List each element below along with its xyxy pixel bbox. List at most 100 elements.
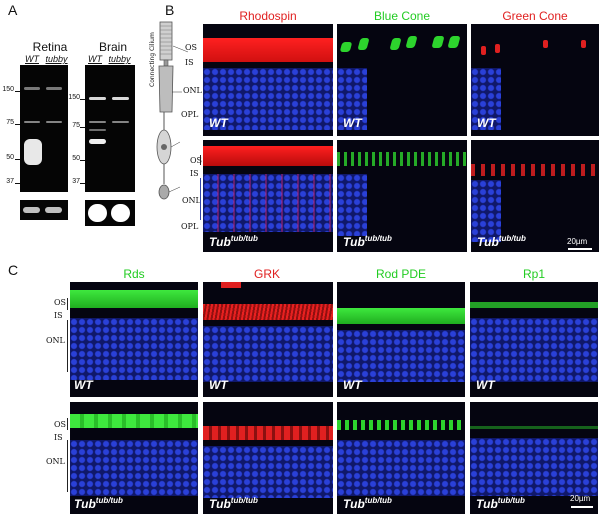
- c-rds-tub-image: Tubtub/tub: [70, 402, 198, 514]
- brain-marker-150: 150: [68, 94, 80, 101]
- retina-lanes: WT tubby: [25, 54, 75, 64]
- panel-a-letter: A: [8, 2, 18, 18]
- b-col-header-green-cone: Green Cone: [502, 9, 568, 23]
- onl-nuclei: [337, 440, 465, 496]
- c-row2-label-onl: ONL: [46, 457, 65, 466]
- brain-marker-50: 50: [72, 155, 80, 162]
- onl-nuclei: [203, 446, 333, 498]
- scale-bar: [571, 506, 593, 508]
- retina-blot: [20, 65, 68, 192]
- c-wt-genotype-2: WT: [209, 378, 228, 392]
- marker-tick: [15, 124, 20, 125]
- b-row2-label-os: OS: [190, 156, 203, 165]
- layer-bracket: [200, 155, 201, 165]
- tub-label: Tub: [476, 497, 498, 511]
- c-scale-bar-label: 20µm: [570, 494, 591, 503]
- b-tub-genotype-3: Tubtub/tub: [477, 234, 526, 249]
- loading-band: [23, 207, 40, 213]
- rp1-cilium-band: [470, 302, 598, 308]
- marker-tick: [80, 183, 85, 184]
- pde-os-band: [337, 420, 465, 430]
- rp1-cilium-band: [470, 426, 598, 429]
- panel-b-letter: B: [165, 2, 175, 18]
- b-wt-genotype-3: WT: [477, 116, 496, 130]
- retina-marker-150: 150: [2, 86, 14, 93]
- b-wt-genotype-2: WT: [343, 116, 362, 130]
- cone-os: [543, 40, 548, 48]
- blot-band: [89, 121, 106, 123]
- blot-band: [46, 87, 62, 90]
- panel-c-letter: C: [8, 262, 19, 278]
- tub-sup: tub/tub: [498, 234, 526, 243]
- c-col-header-grk: GRK: [253, 267, 280, 281]
- layer-bracket: [67, 418, 68, 430]
- retina-marker-75: 75: [6, 119, 14, 126]
- b-wt-genotype-1: WT: [209, 116, 228, 130]
- mislocalized-rhodopsin: [203, 174, 333, 232]
- c-tub-genotype-2: Tubtub/tub: [209, 496, 258, 511]
- brain-lane-tubby: tubby: [108, 54, 131, 64]
- tub-sup: tub/tub: [364, 234, 392, 243]
- onl-nuclei: [203, 326, 333, 382]
- brain-lanes: WT tubby: [88, 54, 144, 64]
- b-rhodopsin-wt-image: WT: [203, 24, 333, 136]
- grk-signal: [221, 282, 241, 288]
- rod-cell-drawing: [156, 21, 174, 200]
- diagram-label-opl: OPL: [181, 110, 199, 119]
- onl-nuclei: [203, 68, 333, 130]
- diagram-label-is: IS: [185, 58, 194, 67]
- layer-bracket: [200, 178, 201, 220]
- c-tub-genotype-3: Tubtub/tub: [343, 496, 392, 511]
- b-rhodopsin-tub-image: Tubtub/tub: [203, 140, 333, 252]
- c-rod-pde-wt-image: WT: [337, 282, 465, 397]
- diagram-label-os: OS: [185, 43, 198, 52]
- loading-band: [111, 204, 130, 222]
- grk-os-band: [203, 426, 333, 440]
- tub-sup: tub/tub: [230, 496, 258, 505]
- retina-title: Retina: [32, 40, 68, 54]
- tubby-protein-band: [89, 139, 106, 144]
- c-row2-label-is: IS: [54, 433, 63, 442]
- tub-label: Tub: [74, 497, 96, 511]
- loading-band: [45, 207, 62, 213]
- c-wt-genotype-4: WT: [476, 378, 495, 392]
- onl-nuclei: [470, 318, 598, 382]
- cone-os: [581, 40, 586, 48]
- c-row1-label-onl: ONL: [46, 336, 65, 345]
- onl-nuclei: [203, 174, 333, 232]
- diagram-label-onl: ONL: [183, 86, 202, 95]
- brain-title: Brain: [98, 40, 127, 54]
- marker-tick: [15, 91, 20, 92]
- retina-lane-wt: WT: [25, 54, 39, 64]
- tub-sup: tub/tub: [364, 496, 392, 505]
- tub-sup: tub/tub: [95, 496, 123, 505]
- onl-nuclei: [337, 68, 367, 130]
- cone-os: [431, 36, 445, 48]
- cone-os: [447, 36, 461, 48]
- brain-blot: [85, 65, 135, 192]
- c-grk-tub-image: Tubtub/tub: [203, 402, 333, 514]
- rhodopsin-os-band: [203, 146, 333, 166]
- scale-bar: [568, 248, 592, 250]
- onl-nuclei: [70, 318, 198, 380]
- c-wt-genotype-1: WT: [74, 378, 93, 392]
- blot-band: [112, 97, 129, 100]
- c-rp1-tub-image: Tubtub/tub 20µm: [470, 402, 598, 514]
- cone-os-speckles: [337, 152, 467, 166]
- grk-os-band: [203, 304, 333, 320]
- blot-band: [24, 87, 40, 90]
- tubby-protein-band: [24, 139, 42, 165]
- c-col-header-rds: Rds: [123, 267, 145, 281]
- cone-os: [495, 44, 500, 53]
- cone-os-speckles: [471, 164, 599, 176]
- loading-band: [88, 204, 107, 222]
- onl-nuclei: [337, 330, 465, 382]
- marker-tick: [15, 159, 20, 160]
- b-row2-label-is: IS: [190, 169, 199, 178]
- marker-tick: [80, 160, 85, 161]
- b-blue-cone-tub-image: Tubtub/tub: [337, 140, 467, 252]
- onl-nuclei: [470, 438, 598, 496]
- b-row2-label-opl: OPL: [181, 222, 199, 231]
- tub-label: Tub: [209, 497, 231, 511]
- b-blue-cone-wt-image: WT: [337, 24, 467, 136]
